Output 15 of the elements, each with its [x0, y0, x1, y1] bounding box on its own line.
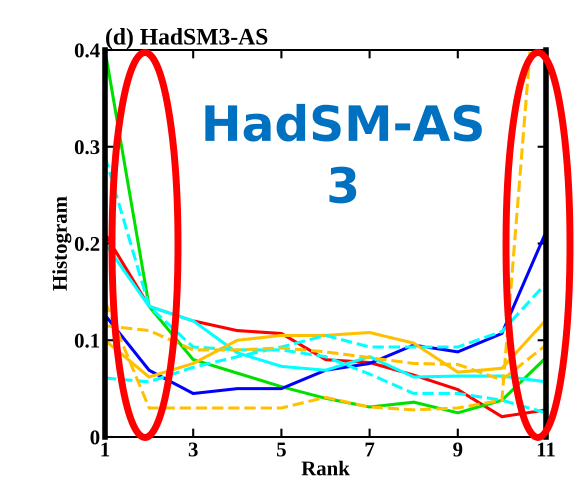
y-tick-label: 0.1 [74, 334, 100, 348]
x-axis-title: Rank [302, 460, 350, 476]
y-tick-label: 0.3 [74, 140, 100, 154]
x-tick-label: 9 [453, 442, 462, 457]
y-tick-label: 0.2 [74, 236, 100, 252]
x-tick-label: 5 [277, 442, 286, 457]
x-tick-label: 11 [538, 442, 555, 456]
y-tick-label: 0.4 [74, 43, 100, 58]
y-axis-title: Histogram [52, 196, 72, 291]
x-tick-label: 1 [101, 442, 110, 456]
x-tick-label: 7 [366, 442, 374, 456]
x-tick-label: 3 [188, 442, 198, 457]
chart-title: (d) HadSM3-AS [106, 28, 268, 50]
y-tick-label: 0 [90, 430, 100, 444]
annotation: HadSM-AS 3 [205, 104, 482, 204]
